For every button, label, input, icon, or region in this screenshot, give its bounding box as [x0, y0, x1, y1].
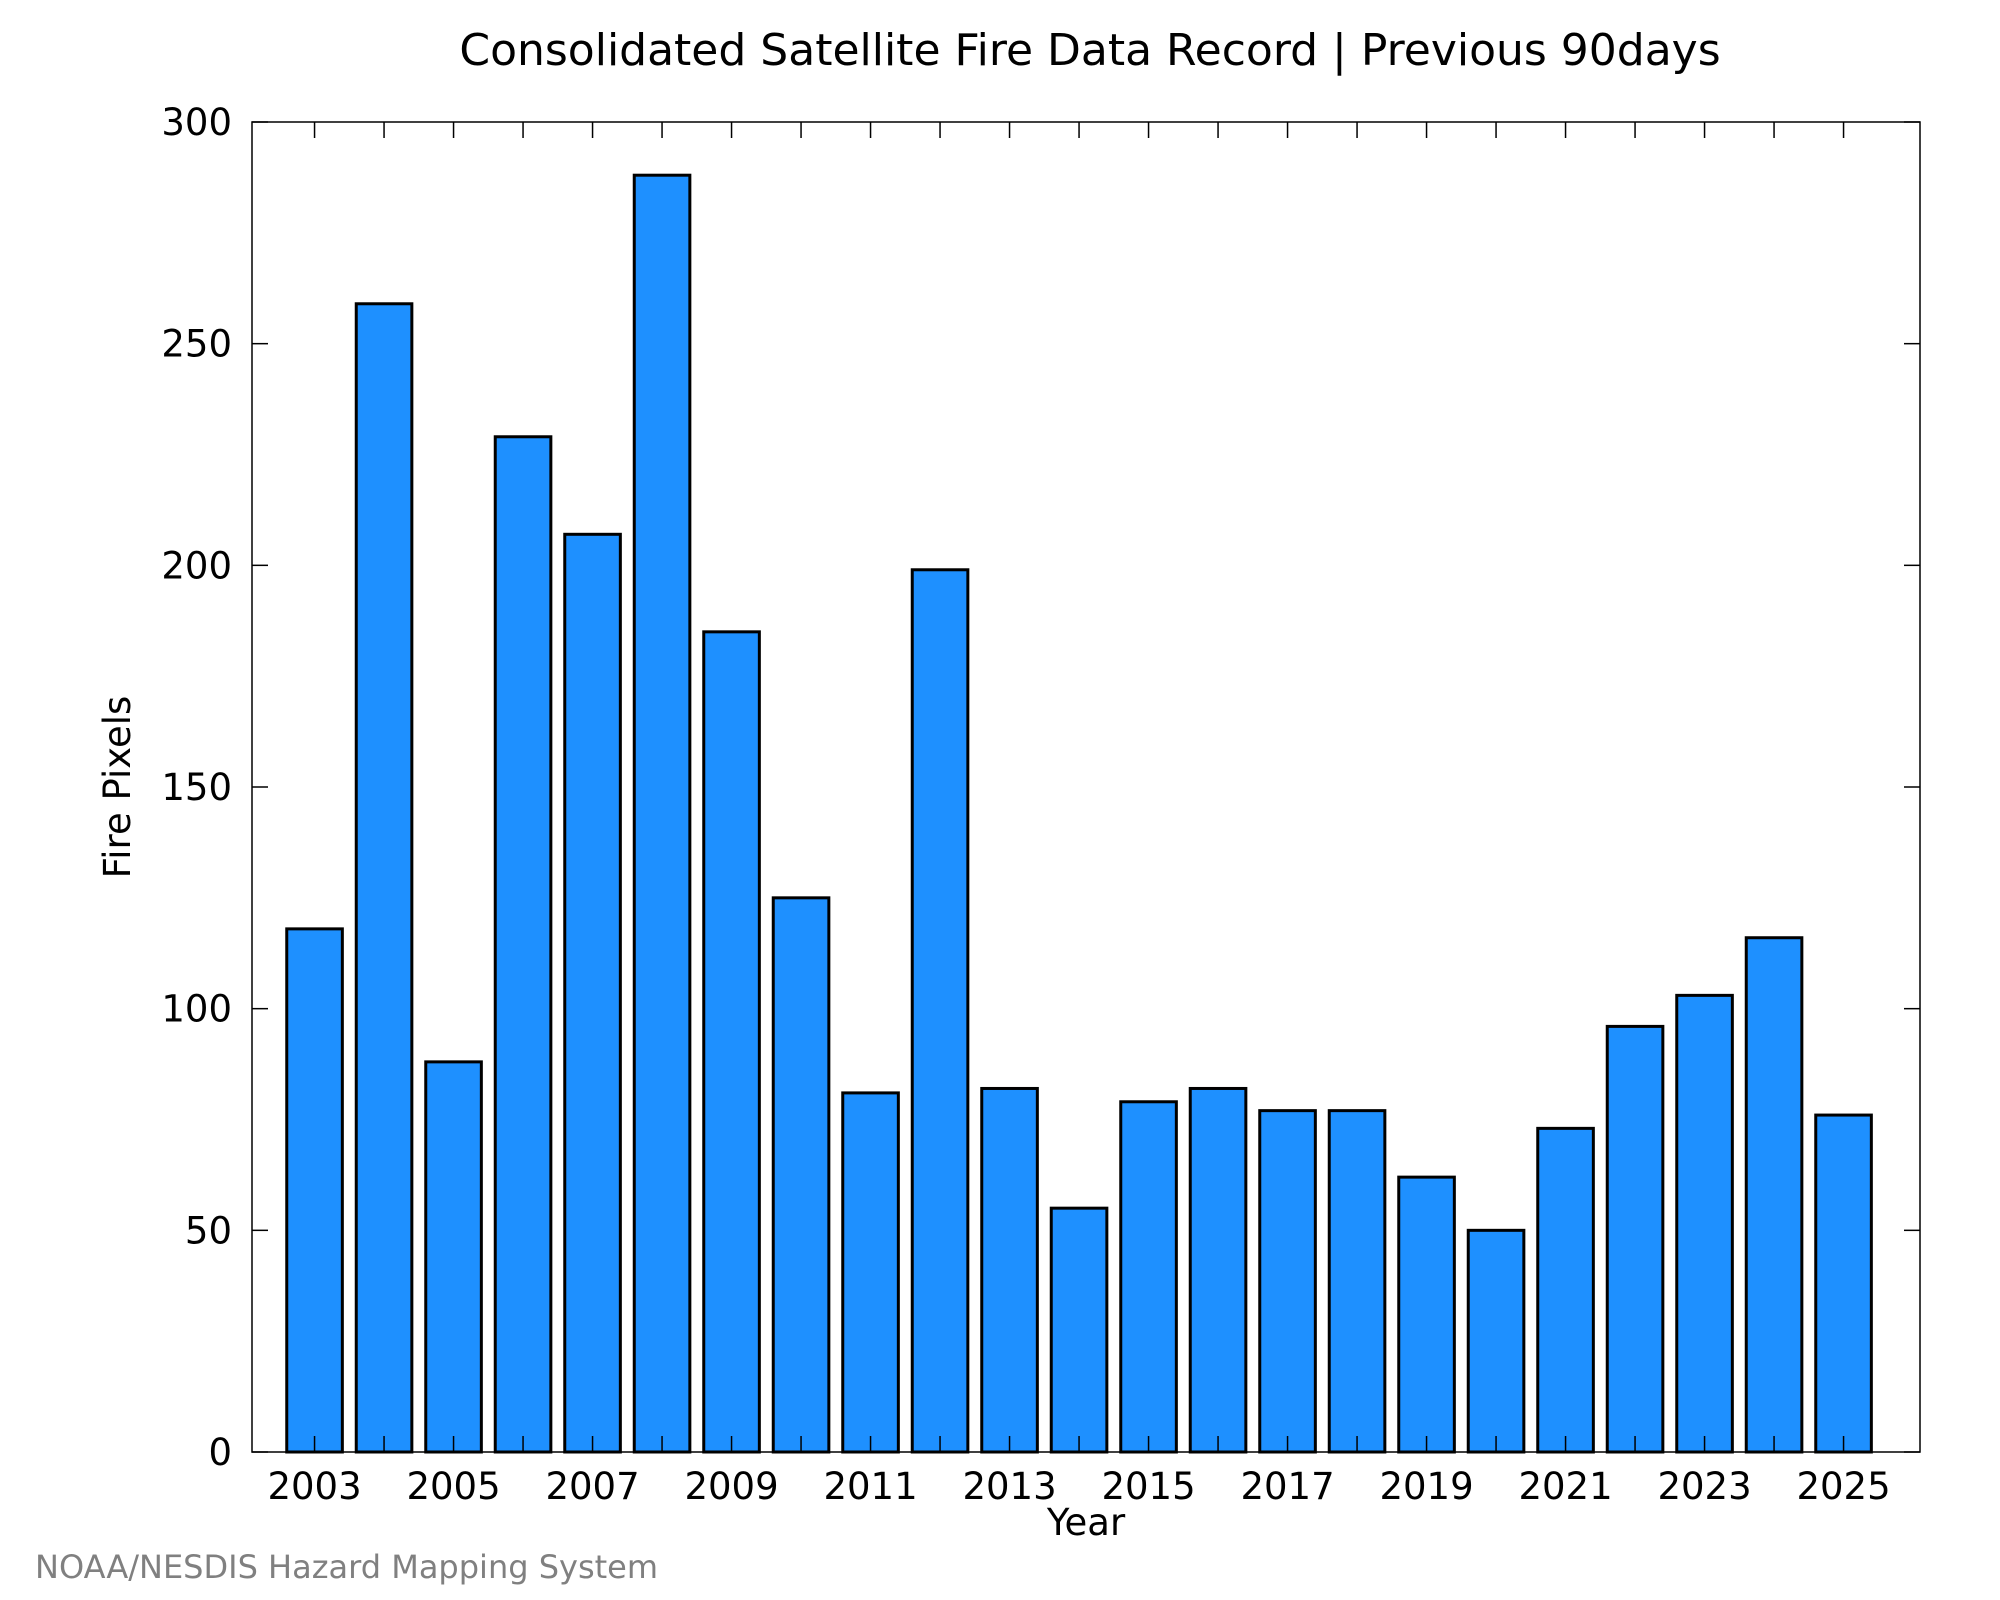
y-tick-label: 0	[208, 1431, 232, 1474]
x-tick-label: 2005	[406, 1465, 500, 1508]
bar-2020	[1466, 1228, 1526, 1454]
x-tick-label: 2011	[823, 1465, 917, 1508]
y-tick-label: 50	[185, 1209, 232, 1252]
bar-2007	[563, 532, 622, 1454]
bar-2019	[1397, 1175, 1456, 1454]
bar-2003	[285, 927, 344, 1454]
y-tick-label: 200	[161, 544, 232, 587]
y-tick-label: 250	[161, 323, 232, 366]
bar-2009	[702, 630, 761, 1454]
x-tick-label: 2003	[267, 1465, 361, 1508]
bar-2005	[424, 1060, 483, 1454]
chart-title: Consolidated Satellite Fire Data Record …	[459, 25, 1720, 76]
bar-2006	[493, 435, 553, 1454]
y-tick-label: 150	[161, 766, 232, 809]
bar-2022	[1605, 1024, 1665, 1454]
bar-2023	[1675, 993, 1734, 1454]
x-tick-label: 2025	[1796, 1465, 1890, 1508]
y-axis-ticks: 0 50 100 150 200 250 300	[161, 101, 1920, 1474]
x-axis-ticks: 2003 2005 2007 2009 2011 2013 2015 2017 2019 2021…	[267, 122, 1891, 1508]
bar-2010	[771, 896, 831, 1454]
x-tick-label: 2023	[1657, 1465, 1751, 1508]
bar-2025	[1814, 1113, 1873, 1454]
y-axis-label: Fire Pixels	[96, 696, 139, 879]
y-tick-label: 300	[161, 101, 232, 144]
bar-2017	[1258, 1109, 1317, 1454]
x-tick-label: 2015	[1101, 1465, 1195, 1508]
x-tick-label: 2009	[684, 1465, 778, 1508]
bars-group	[285, 173, 1873, 1454]
bar-2016	[1188, 1086, 1248, 1454]
x-tick-label: 2017	[1240, 1465, 1334, 1508]
x-tick-label: 2019	[1379, 1465, 1473, 1508]
y-tick-label: 100	[161, 988, 232, 1031]
bar-2004	[354, 302, 414, 1454]
bar-2008	[632, 173, 692, 1454]
credit-text: NOAA/NESDIS Hazard Mapping System	[35, 1548, 658, 1586]
x-tick-label: 2021	[1518, 1465, 1612, 1508]
bar-2021	[1536, 1126, 1595, 1454]
bar-2013	[980, 1086, 1039, 1454]
bar-2012	[910, 568, 970, 1454]
x-tick-label: 2007	[545, 1465, 639, 1508]
x-axis-label: Year	[1046, 1501, 1126, 1544]
bar-2018	[1327, 1109, 1387, 1454]
bar-2015	[1119, 1100, 1178, 1454]
x-tick-label: 2013	[962, 1465, 1056, 1508]
bar-2024	[1744, 936, 1804, 1454]
bar-2014	[1049, 1206, 1109, 1454]
bar-2011	[841, 1091, 900, 1454]
